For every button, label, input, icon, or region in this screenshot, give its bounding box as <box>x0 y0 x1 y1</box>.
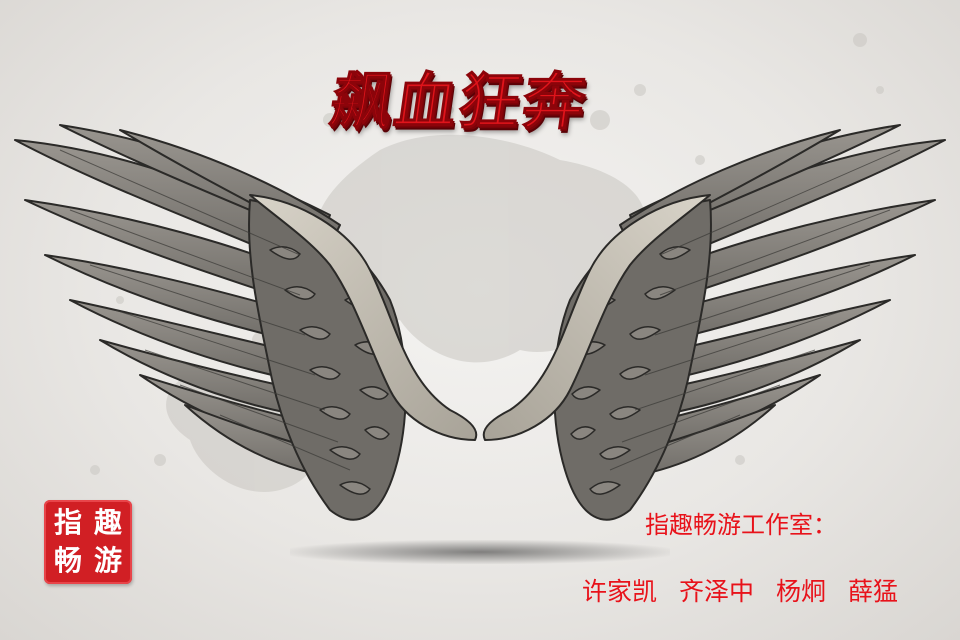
member-name: 许家凯 <box>582 577 658 606</box>
right-wing <box>482 124 946 521</box>
left-wing <box>14 124 478 521</box>
studio-credit-label: 指趣畅游工作室： <box>645 511 837 539</box>
member-name: 齐泽中 <box>679 577 755 606</box>
wings-ground-shadow <box>290 540 670 564</box>
stamp-char: 趣 <box>93 506 122 539</box>
member-credits: 许家凯 齐泽中 杨炯 薛猛 <box>582 572 898 608</box>
member-name: 杨炯 <box>776 577 827 606</box>
member-name: 薛猛 <box>848 577 899 606</box>
studio-logo-stamp: 指 趣 畅 游 <box>44 500 132 584</box>
stamp-char: 指 <box>53 506 82 539</box>
game-title: 飙血狂奔 <box>325 65 592 139</box>
stamp-char: 游 <box>93 544 122 577</box>
stamp-char: 畅 <box>53 544 82 577</box>
